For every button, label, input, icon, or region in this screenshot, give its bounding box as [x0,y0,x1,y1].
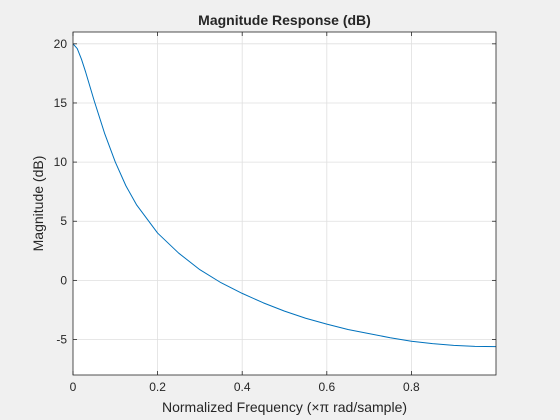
y-axis-label: Magnitude (dB) [30,156,46,252]
magnitude-response-line [72,43,497,348]
series-group [72,43,497,348]
tick-marks: 0 0.2 0.4 0.6 0.8 -5 0 5 10 15 20 [54,32,496,394]
chart-title: Magnitude Response (dB) [198,12,371,28]
y-tick-label: 0 [60,273,67,287]
axes-background [73,32,496,375]
x-tick-label: 0 [70,380,77,394]
x-tick-label: 0.4 [234,380,251,394]
y-tick-label: 10 [54,155,68,169]
grid-lines [73,32,496,375]
y-tick-label: -5 [56,333,67,347]
y-tick-label: 20 [54,37,68,51]
x-tick-label: 0.2 [149,380,166,394]
x-axis-label: Normalized Frequency (×π rad/sample) [162,399,407,415]
y-tick-label: 15 [54,96,68,110]
x-tick-label: 0.8 [403,380,420,394]
x-tick-label: 0.6 [318,380,335,394]
axes-box [72,31,497,376]
y-tick-label: 5 [60,214,67,228]
